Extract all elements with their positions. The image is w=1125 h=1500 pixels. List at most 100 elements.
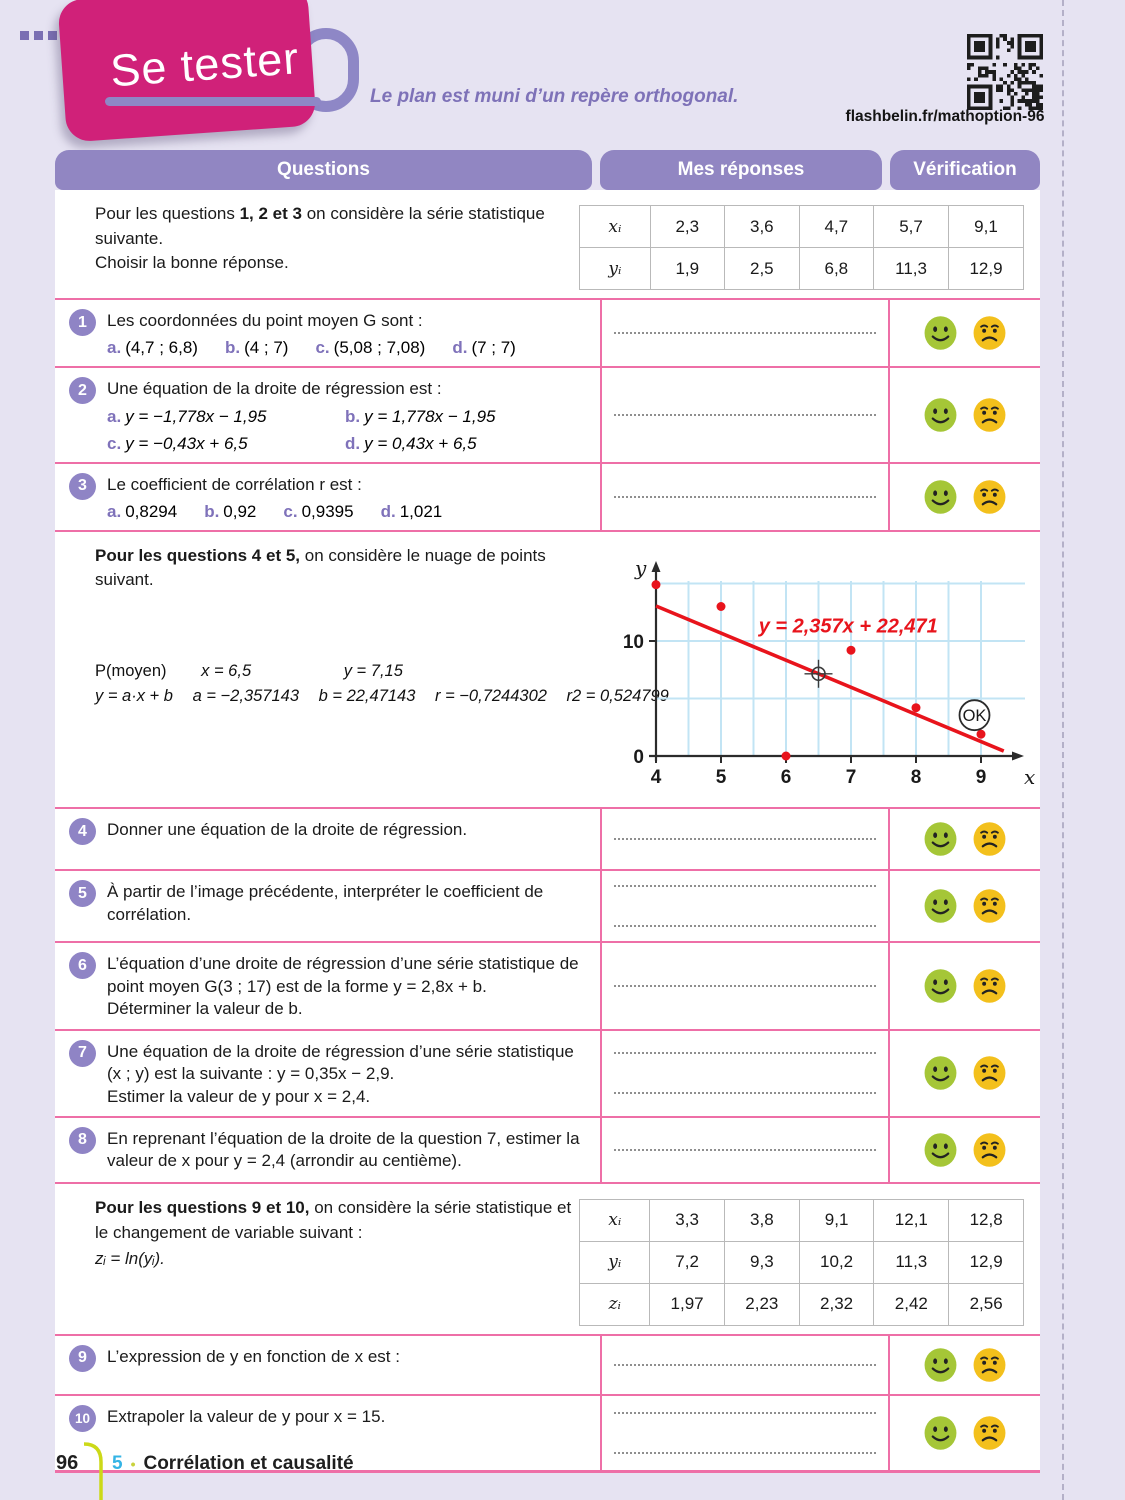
x-mean: x = 6,5: [201, 662, 252, 681]
question-text: À partir de l’image précédente, interpré…: [107, 882, 544, 924]
question-text: L’expression de y en fonction de x est :: [107, 1346, 400, 1366]
question-number: 10: [69, 1404, 96, 1432]
svg-text:5: 5: [716, 767, 727, 788]
svg-text:x: x: [1024, 765, 1035, 789]
answer-dotted-line: [614, 1451, 876, 1454]
question-text: Extrapoler la valeur de y pour x = 15.: [107, 1406, 386, 1426]
sad-smiley-icon: [972, 888, 1007, 925]
svg-text:y = 2,357x + 22,471: y = 2,357x + 22,471: [758, 616, 938, 638]
answer-dotted-line: [614, 984, 876, 987]
svg-text:7: 7: [846, 767, 857, 788]
question-text-2: Déterminer la valeur de b.: [107, 999, 303, 1019]
deco-square-icon: [20, 31, 29, 40]
happy-smiley-icon: [923, 1055, 958, 1092]
section-badge: Se tester: [57, 0, 317, 143]
verification-area: [890, 1336, 1040, 1394]
table-row-label: yᵢ: [579, 247, 651, 290]
verification-area: [890, 871, 1040, 941]
table-row-label: xᵢ: [579, 1198, 651, 1242]
y-mean: y = 7,15: [343, 662, 403, 681]
question-row-6: 6 L’équation d’une droite de régression …: [55, 941, 1040, 1029]
table-cell: 9,1: [798, 1198, 875, 1242]
table-cell: 1,97: [649, 1282, 725, 1326]
table-cell: 1,9: [649, 247, 726, 290]
table-row: xᵢ 2,3 3,6 4,7 5,7 9,1: [579, 205, 1024, 248]
intro-text-1-3: Pour les questions 1, 2 et 3 on considèr…: [95, 204, 545, 273]
svg-text:6: 6: [781, 767, 792, 788]
calculator-stats: P(moyen) x = 6,5 y = 7,15 y = a·x + b a …: [95, 662, 669, 712]
r2-coefficient: r2 = 0,524799: [566, 687, 669, 706]
question-number: 1: [69, 309, 96, 336]
verification-area: [890, 809, 1040, 869]
happy-smiley-icon: [923, 1132, 958, 1168]
qr-caption: flashbelin.fr/mathoption-96: [845, 108, 1045, 125]
answer-dotted-line: [614, 1148, 876, 1151]
table-cell: 11,3: [873, 1240, 950, 1284]
question-number: 6: [69, 952, 96, 980]
qr-code-icon: [967, 34, 1043, 110]
svg-text:y: y: [634, 556, 647, 580]
badge-underline: [105, 97, 321, 106]
question-text: Une équation de la droite de régression …: [107, 379, 442, 399]
table-row: yᵢ 7,2 9,3 10,2 11,3 12,9: [579, 1240, 1024, 1284]
deco-square-icon: [48, 31, 57, 40]
table-cell: 9,1: [948, 205, 1024, 248]
question-number: 8: [69, 1126, 96, 1154]
page-subtitle: Le plan est muni d’un repère orthogonal.: [370, 86, 739, 107]
change-of-variable-formula: zᵢ = ln(yᵢ).: [95, 1249, 165, 1269]
model-equation: y = a·x + b: [95, 687, 173, 706]
answer-area: [600, 1117, 890, 1182]
table-cell: 3,3: [649, 1198, 725, 1242]
question-row-5: 5 À partir de l’image précédente, interp…: [55, 869, 1040, 942]
answer-dotted-line: [614, 1411, 876, 1414]
answer-area: [600, 463, 890, 531]
question-row-10: 10 Extrapoler la valeur de y pour x = 15…: [55, 1393, 1040, 1470]
column-header-verification: Vérification: [890, 150, 1040, 190]
question-number: 7: [69, 1039, 96, 1067]
table-cell: 2,56: [948, 1282, 1024, 1326]
column-headers: Questions Mes réponses Vérification: [55, 150, 1040, 190]
answer-area: [600, 368, 890, 462]
sheet: Pour les questions 1, 2 et 3 on considèr…: [55, 190, 1040, 1473]
question-text: Donner une équation de la droite de régr…: [107, 820, 468, 840]
intro-row-1-3: Pour les questions 1, 2 et 3 on considèr…: [55, 190, 1040, 298]
question-number: 5: [69, 880, 96, 908]
question-number: 9: [69, 1344, 96, 1372]
question-number: 3: [69, 472, 96, 500]
page-number: 96: [56, 1452, 79, 1474]
answer-dotted-line: [614, 1363, 876, 1366]
happy-smiley-icon: [923, 1415, 958, 1451]
answer-dotted-line: [614, 838, 876, 841]
question-row-8: 8 En reprenant l’équation de la droite d…: [55, 1115, 1040, 1182]
table-cell: 3,6: [724, 205, 800, 248]
answer-dotted-line: [614, 414, 876, 417]
table-row: xᵢ 3,3 3,8 9,1 12,1 12,8: [579, 1198, 1024, 1242]
verification-area: [890, 368, 1040, 461]
chapter-number: 5: [112, 1453, 123, 1474]
answer-dotted-line: [614, 1052, 876, 1055]
table-cell: 10,2: [798, 1240, 875, 1284]
happy-smiley-icon: [923, 1347, 958, 1383]
scatter-plot: 4 5 6 7 8 9 0 10 y x y = 2,357x + 22,471 OK: [623, 556, 1035, 789]
question-row-1: 1 Les coordonnées du point moyen G sont …: [55, 298, 1040, 367]
table-cell: 5,7: [873, 205, 949, 248]
sad-smiley-icon: [972, 1415, 1007, 1451]
intro-text-9-10: Pour les questions 9 et 10, on considère…: [95, 1196, 579, 1326]
a-coefficient: a = −2,357143: [192, 687, 299, 706]
sad-smiley-icon: [972, 1055, 1007, 1092]
series-table-2: xᵢ 3,3 3,8 9,1 12,1 12,8 yᵢ 7,2 9,3 10,2 11,3 12,9 z…: [579, 1198, 1024, 1326]
table-cell: 12,9: [948, 247, 1024, 290]
question-text: Les coordonnées du point moyen G sont :: [107, 311, 423, 330]
question-row-9: 9 L’expression de y en fonction de x est…: [55, 1333, 1040, 1394]
footer-curve-icon: [83, 1442, 103, 1500]
answer-area: [600, 1030, 890, 1116]
table-cell: 12,9: [948, 1240, 1024, 1284]
r-coefficient: r = −0,7244302: [435, 687, 547, 706]
answer-area: [600, 1335, 890, 1394]
question-text: En reprenant l’équation de la droite de …: [107, 1128, 580, 1171]
table-cell: 3,8: [723, 1198, 800, 1242]
intro-row-9-10: Pour les questions 9 et 10, on considère…: [55, 1181, 1040, 1334]
table-cell: 2,32: [798, 1282, 875, 1326]
sad-smiley-icon: [972, 821, 1007, 858]
